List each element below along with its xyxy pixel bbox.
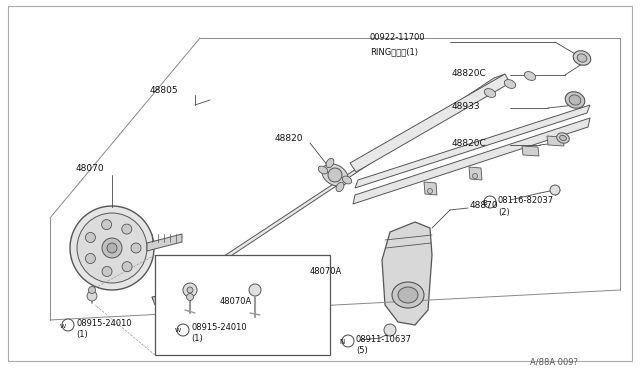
Circle shape [77,213,147,283]
Text: 48820C: 48820C [452,138,487,148]
Polygon shape [424,182,437,195]
Circle shape [472,173,477,179]
Ellipse shape [398,287,418,303]
Circle shape [107,243,117,253]
Circle shape [62,319,74,331]
Ellipse shape [569,95,581,105]
Text: A/88A 009?: A/88A 009? [530,357,578,366]
Ellipse shape [342,176,351,184]
Circle shape [102,219,111,230]
Text: 48805: 48805 [150,86,179,94]
Polygon shape [353,118,590,204]
Ellipse shape [484,89,496,97]
Circle shape [122,262,132,272]
Ellipse shape [559,135,566,141]
Text: 08116-82037: 08116-82037 [498,196,554,205]
Circle shape [187,287,193,293]
Text: 48070: 48070 [76,164,104,173]
Circle shape [122,224,132,234]
Text: 48933: 48933 [452,102,481,110]
Text: 48820: 48820 [275,134,303,142]
Circle shape [484,196,496,208]
Text: 48870: 48870 [470,201,499,209]
Polygon shape [355,105,590,188]
Polygon shape [522,146,539,156]
Circle shape [550,185,560,195]
Circle shape [70,206,154,290]
Ellipse shape [504,80,516,89]
Ellipse shape [322,164,348,186]
Circle shape [249,284,261,296]
Polygon shape [152,293,178,305]
Circle shape [88,286,95,294]
Text: (1): (1) [76,330,88,339]
Text: 48070A: 48070A [310,267,342,276]
Text: 48820C: 48820C [452,68,487,77]
Text: (5): (5) [356,346,368,355]
Polygon shape [382,222,432,325]
Circle shape [85,232,95,243]
Ellipse shape [577,54,587,62]
Circle shape [177,324,189,336]
Ellipse shape [326,158,334,168]
Text: W: W [60,324,66,328]
Circle shape [384,324,396,336]
Text: B: B [483,200,488,206]
Text: (1): (1) [191,334,203,343]
Circle shape [186,294,193,301]
Text: N: N [339,339,344,345]
Text: 08911-10637: 08911-10637 [356,334,412,343]
Text: RINGリング(1): RINGリング(1) [370,48,418,57]
Ellipse shape [336,182,344,192]
Ellipse shape [565,92,585,108]
Ellipse shape [392,282,424,308]
Text: 08915-24010: 08915-24010 [191,324,246,333]
Circle shape [102,266,112,276]
Ellipse shape [524,71,536,80]
Text: 48070A: 48070A [220,298,252,307]
Polygon shape [165,74,505,295]
Text: (2): (2) [498,208,509,217]
Polygon shape [547,136,564,146]
Ellipse shape [318,166,328,174]
Circle shape [342,335,354,347]
Circle shape [183,283,197,297]
Circle shape [102,238,122,258]
Circle shape [85,254,95,263]
Circle shape [428,189,433,193]
Circle shape [87,291,97,301]
Ellipse shape [557,133,570,143]
Text: 08915-24010: 08915-24010 [76,318,132,327]
Circle shape [328,168,342,182]
Text: 00922-11700: 00922-11700 [370,32,426,42]
Polygon shape [350,74,510,172]
Circle shape [131,243,141,253]
Bar [155,255,330,355]
Polygon shape [469,167,482,180]
Polygon shape [147,234,182,251]
Ellipse shape [573,51,591,65]
Text: W: W [175,328,181,334]
